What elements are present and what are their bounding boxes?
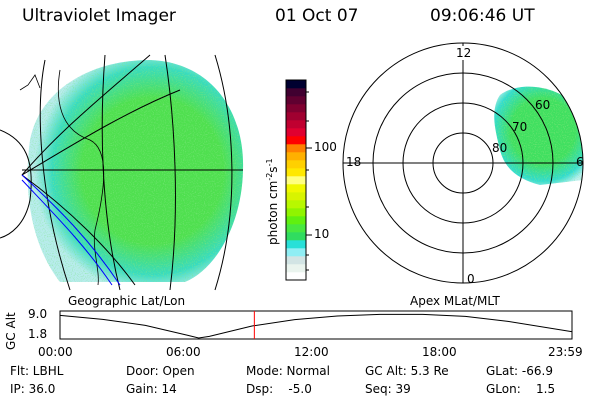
xtick-12: 12:00 <box>294 345 329 359</box>
colorbar-ticks <box>306 91 312 271</box>
status-gcalt: GC Alt: 5.3 Re <box>365 364 449 378</box>
status-ip: IP: 36.0 <box>10 382 56 396</box>
mlt-label-0: 0 <box>467 272 475 286</box>
date-label: 01 Oct 07 <box>275 6 359 26</box>
polar-plot <box>342 42 584 284</box>
xtick-6: 06:00 <box>166 345 201 359</box>
mlt-label-6: 6 <box>576 155 584 169</box>
colorbar-frame <box>285 79 307 281</box>
instrument-title: Ultraviolet Imager <box>22 6 176 26</box>
colorbar-band <box>286 80 306 89</box>
colorbar-band <box>286 256 306 265</box>
colorbar-tick-100: 100 <box>314 140 337 154</box>
timeline-frame <box>59 310 573 340</box>
colorbar-band <box>286 104 306 113</box>
status-gain: Gain: 14 <box>126 382 177 396</box>
colorbar-band <box>286 224 306 233</box>
colorbar-band <box>286 248 306 257</box>
status-flt: Flt: LBHL <box>10 364 64 378</box>
xtick-0: 00:00 <box>38 345 73 359</box>
colorbar-band <box>286 144 306 153</box>
colorbar-band <box>286 112 306 121</box>
altitude-curve <box>59 313 572 339</box>
lat-label-70: 70 <box>512 120 528 134</box>
xtick-24: 23:59 <box>548 345 583 359</box>
colorbar-band <box>286 240 306 249</box>
colorbar-band <box>286 128 306 137</box>
colorbar-tick-10: 10 <box>314 227 330 241</box>
colorbar-band <box>286 176 306 185</box>
colorbar-band <box>286 264 306 273</box>
colorbar-band <box>286 160 306 169</box>
ytick-1-8: 1.8 <box>28 327 48 341</box>
colorbar-band <box>286 96 306 105</box>
lat-label-80: 80 <box>492 141 508 155</box>
ytick-9: 9.0 <box>28 307 48 321</box>
status-glat: GLat: -66.9 <box>486 364 553 378</box>
colorbar-band <box>286 168 306 177</box>
status-door: Door: Open <box>126 364 195 378</box>
status-mode: Mode: Normal <box>246 364 330 378</box>
colorbar-band <box>286 120 306 129</box>
status-glon: GLon: 1.5 <box>486 382 556 396</box>
status-dsp: Dsp: -5.0 <box>246 382 312 396</box>
colorbar-band <box>286 232 306 241</box>
lat-label-60: 60 <box>535 98 551 112</box>
colorbar-band <box>286 184 306 193</box>
geographic-map <box>0 54 244 291</box>
colorbar-band <box>286 208 306 217</box>
mlt-label-12: 12 <box>456 46 472 60</box>
colorbar-band <box>286 152 306 161</box>
colorbar-band <box>286 216 306 225</box>
time-label: 09:06:46 UT <box>430 6 535 26</box>
colorbar-label: photon cm-2s-1 <box>265 158 280 245</box>
apex-label: Apex MLat/MLT <box>410 294 500 308</box>
timeline-ylabel: GC Alt <box>4 312 18 350</box>
colorbar-band <box>286 136 306 145</box>
colorbar-band <box>286 192 306 201</box>
colorbar-band <box>286 272 306 281</box>
mlt-label-18: 18 <box>346 155 362 169</box>
xtick-18: 18:00 <box>422 345 457 359</box>
colorbar-band <box>286 88 306 97</box>
status-seq: Seq: 39 <box>365 382 411 396</box>
geographic-label: Geographic Lat/Lon <box>68 294 186 308</box>
colorbar-band <box>286 200 306 209</box>
colorbar <box>286 80 306 281</box>
